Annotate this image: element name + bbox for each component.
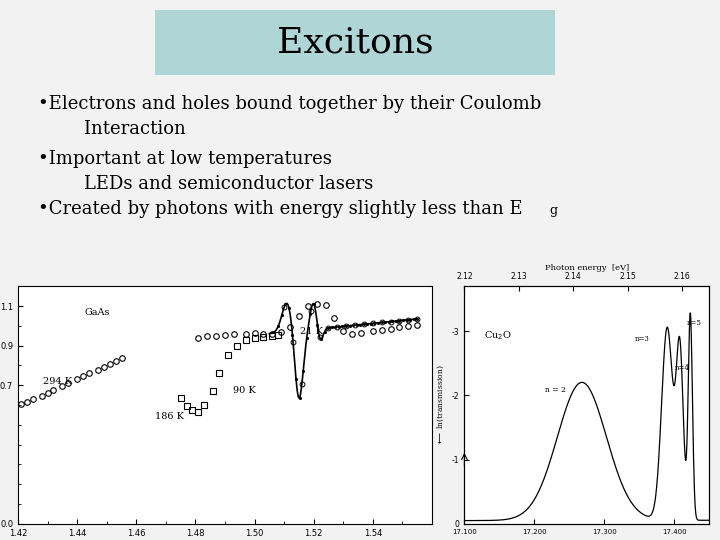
Text: n=3: n=3 <box>635 335 649 343</box>
Text: •Created by photons with energy slightly less than E: •Created by photons with energy slightly… <box>38 200 523 218</box>
Text: 90 K: 90 K <box>233 386 256 395</box>
Text: Excitons: Excitons <box>276 25 433 59</box>
Text: •Important at low temperatures
        LEDs and semiconductor lasers: •Important at low temperatures LEDs and … <box>38 150 373 193</box>
Text: GaAs: GaAs <box>84 308 109 317</box>
Text: 21 K: 21 K <box>300 327 323 336</box>
Text: 186 K: 186 K <box>155 412 184 421</box>
Text: n=4: n=4 <box>674 363 689 372</box>
Text: n = 2: n = 2 <box>545 386 566 394</box>
Text: Cu$_2$O: Cu$_2$O <box>484 329 512 342</box>
Text: g: g <box>549 204 557 217</box>
X-axis label: Photon energy  [eV]: Photon energy [eV] <box>544 264 629 272</box>
Text: •Electrons and holes bound together by their Coulomb
        Interaction: •Electrons and holes bound together by t… <box>38 95 541 138</box>
Text: 294 K: 294 K <box>43 376 72 386</box>
Y-axis label: $\longleftarrow$ ln(transmission): $\longleftarrow$ ln(transmission) <box>436 364 446 445</box>
Text: n=5: n=5 <box>687 319 702 327</box>
FancyBboxPatch shape <box>155 10 555 75</box>
